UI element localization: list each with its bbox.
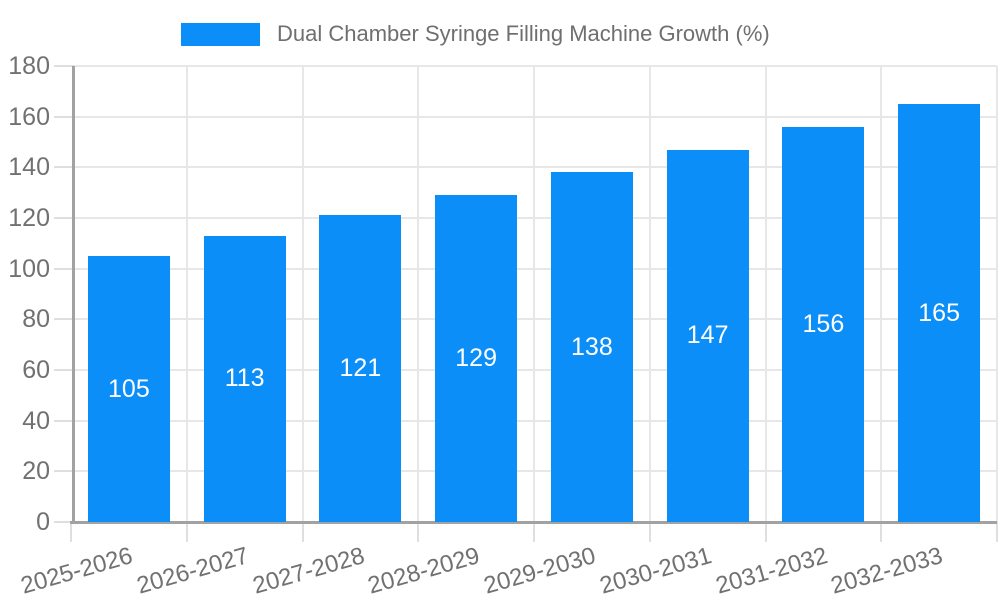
x-axis-tick (648, 522, 651, 542)
legend-swatch-icon (181, 22, 260, 46)
x-axis-tick (417, 522, 420, 542)
x-gridline (185, 66, 188, 522)
x-axis-tick (533, 522, 535, 542)
x-axis-label: 2027-2028 (249, 542, 368, 600)
x-axis-tick (70, 522, 72, 542)
bar-value-label: 113 (224, 364, 265, 393)
x-axis-label: 2029-2030 (480, 542, 599, 600)
x-axis-tick (880, 522, 883, 542)
y-axis-tick (54, 115, 74, 118)
y-axis-label: 0 (36, 508, 50, 536)
y-axis-tick (54, 267, 74, 270)
y-axis-tick (54, 419, 74, 422)
x-axis-label: 2028-2029 (365, 542, 484, 600)
y-axis-tick (54, 369, 74, 371)
y-axis-line (72, 66, 75, 524)
y-axis-label: 160 (8, 102, 50, 131)
y-axis-label: 120 (8, 204, 50, 232)
x-axis-label: 2031-2032 (712, 542, 831, 600)
y-axis-label: 100 (8, 254, 50, 283)
y-axis-tick (54, 521, 74, 523)
x-gridline (533, 66, 535, 522)
x-gridline (417, 66, 420, 522)
y-axis-tick (54, 217, 74, 219)
bar-2025-2026[interactable]: 105 (87, 256, 170, 522)
bar-value-label: 156 (802, 309, 845, 338)
x-axis-tick (301, 522, 304, 542)
bar-value-label: 121 (339, 354, 382, 383)
x-axis-label: 2032-2033 (828, 542, 947, 600)
y-axis-label: 20 (22, 457, 50, 486)
bar-2032-2033[interactable]: 165 (898, 104, 981, 522)
bar-2030-2031[interactable]: 147 (666, 149, 749, 522)
x-axis-tick (185, 522, 188, 542)
y-axis-tick (54, 470, 74, 473)
y-axis-tick (54, 65, 74, 67)
x-axis-label: 2025-2026 (17, 542, 136, 600)
x-gridline (764, 66, 767, 522)
bar-2026-2027[interactable]: 113 (203, 235, 286, 522)
x-axis-label: 2030-2031 (596, 542, 715, 600)
y-axis-tick (54, 166, 74, 169)
y-axis-label: 60 (22, 356, 50, 384)
bar-value-label: 105 (108, 374, 150, 403)
x-gridline (301, 66, 304, 522)
x-gridline (996, 66, 998, 522)
bar-2027-2028[interactable]: 121 (319, 215, 402, 522)
bar-value-label: 147 (686, 321, 729, 350)
bar-value-label: 138 (571, 332, 613, 361)
y-axis-label: 80 (22, 305, 50, 334)
x-axis-label: 2026-2027 (133, 542, 252, 600)
legend-label: Dual Chamber Syringe Filling Machine Gro… (277, 21, 770, 46)
bar-value-label: 129 (455, 344, 497, 373)
y-axis-label: 140 (8, 153, 50, 182)
bar-value-label: 165 (918, 298, 960, 327)
y-axis-label: 40 (22, 406, 50, 435)
bar-2029-2030[interactable]: 138 (550, 172, 633, 522)
bar-2031-2032[interactable]: 156 (782, 126, 865, 522)
x-axis-line (70, 521, 997, 524)
x-axis-tick (996, 522, 998, 542)
legend-item[interactable]: Dual Chamber Syringe Filling Machine Gro… (181, 21, 770, 47)
x-axis-tick (764, 522, 767, 542)
y-axis-tick (54, 318, 74, 321)
x-gridline (648, 66, 651, 522)
y-axis-label: 180 (8, 52, 50, 80)
bar-2028-2029[interactable]: 129 (435, 195, 518, 522)
x-gridline (880, 66, 883, 522)
